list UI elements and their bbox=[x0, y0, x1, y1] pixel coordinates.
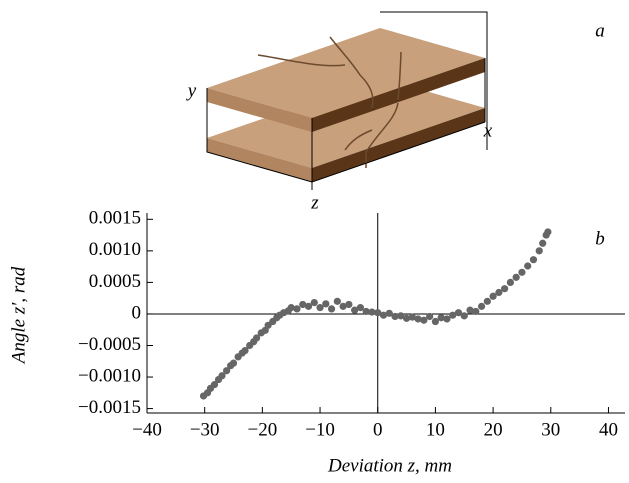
point bbox=[322, 300, 329, 307]
point bbox=[539, 240, 546, 247]
y-tick-label: −0.0010 bbox=[78, 365, 141, 386]
point bbox=[478, 303, 485, 310]
point bbox=[513, 274, 520, 281]
point bbox=[230, 360, 237, 367]
y-tick-label: 0.0015 bbox=[89, 208, 141, 229]
point bbox=[426, 313, 433, 320]
y-tick-label: −0.0015 bbox=[78, 397, 141, 418]
x-axis-label: Deviation z, mm bbox=[327, 455, 452, 476]
x-tick-label: −40 bbox=[132, 419, 162, 440]
point bbox=[472, 308, 479, 315]
point bbox=[311, 299, 318, 306]
point bbox=[461, 312, 468, 319]
point bbox=[328, 305, 335, 312]
scatter-plot: b Deviation z, mm Angle z′, rad 0.0015 0.… bbox=[8, 208, 625, 477]
y-axis-label: Angle z′, rad bbox=[8, 266, 29, 365]
point bbox=[334, 298, 341, 305]
x-tick-label: 10 bbox=[426, 419, 445, 440]
y-tick-label: 0.0005 bbox=[89, 271, 141, 292]
x-tick-label: −30 bbox=[190, 419, 220, 440]
y-tick-label: 0.0010 bbox=[89, 239, 141, 260]
point bbox=[507, 279, 514, 286]
x-tick-label: 40 bbox=[599, 419, 618, 440]
x-tick-label: −10 bbox=[305, 419, 335, 440]
x-tick-label: 20 bbox=[484, 419, 503, 440]
point bbox=[484, 298, 491, 305]
x-tick-label: −20 bbox=[248, 419, 278, 440]
point bbox=[501, 285, 508, 292]
axis-label: x bbox=[483, 120, 493, 141]
point bbox=[544, 228, 551, 235]
figure: a y x z b Deviation z, mm Angle z′, rad … bbox=[0, 0, 629, 483]
point bbox=[345, 301, 352, 308]
point bbox=[293, 305, 300, 312]
y-tick-label: 0 bbox=[132, 302, 142, 323]
x-tick-label: 0 bbox=[373, 419, 383, 440]
x-tick-label: 30 bbox=[541, 419, 560, 440]
y-tick-label: −0.0005 bbox=[78, 334, 141, 355]
point bbox=[530, 256, 537, 263]
point bbox=[524, 262, 531, 269]
panel-label: a bbox=[595, 20, 605, 41]
axis-label: y bbox=[186, 80, 197, 101]
point bbox=[536, 247, 543, 254]
axis-label: z bbox=[310, 192, 319, 213]
panel-label: b bbox=[595, 228, 605, 249]
point bbox=[518, 269, 525, 276]
layered-sample-diagram: a y x z bbox=[186, 12, 605, 213]
